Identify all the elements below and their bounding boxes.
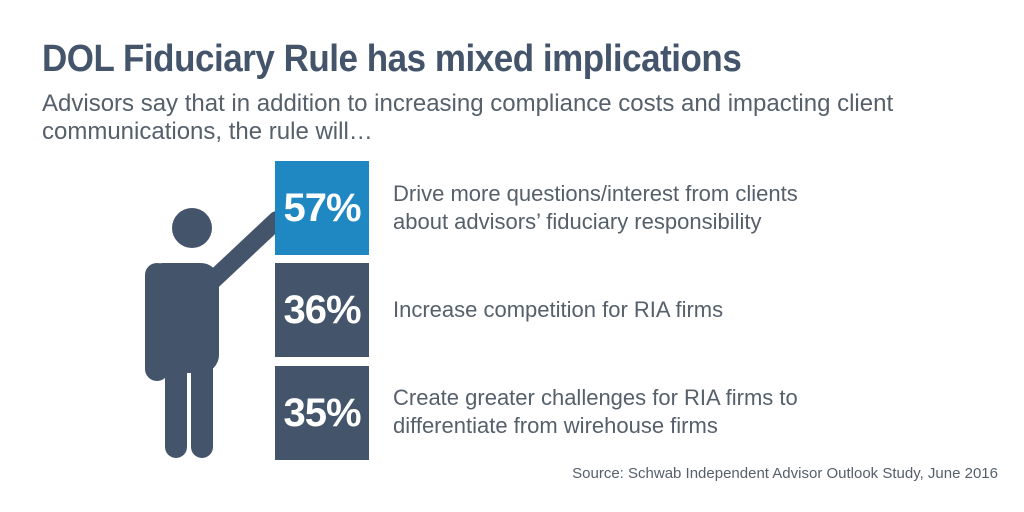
source-note: Source: Schwab Independent Advisor Outlo… bbox=[572, 465, 998, 482]
stat-label-2-line1: Increase competition for RIA firms bbox=[393, 297, 724, 322]
stat-label-2: Increase competition for RIA firms bbox=[393, 296, 953, 324]
stat-label-3-line2: differentiate from wirehouse firms bbox=[393, 413, 718, 438]
stat-label-3: Create greater challenges for RIA firms … bbox=[393, 384, 953, 440]
page-subtitle: Advisors say that in addition to increas… bbox=[42, 90, 894, 145]
stat-label-1: Drive more questions/interest from clien… bbox=[393, 180, 953, 236]
stat-box-3: 35% bbox=[275, 366, 369, 460]
stat-label-1-line1: Drive more questions/interest from clien… bbox=[393, 181, 798, 206]
person-pointing-icon bbox=[145, 208, 286, 458]
stat-label-1-line2: about advisors’ fiduciary responsibility bbox=[393, 209, 762, 234]
page-title: DOL Fiduciary Rule has mixed implication… bbox=[42, 38, 742, 80]
stat-label-3-line1: Create greater challenges for RIA firms … bbox=[393, 385, 798, 410]
stat-box-1: 57% bbox=[275, 161, 369, 255]
stat-box-2: 36% bbox=[275, 263, 369, 357]
